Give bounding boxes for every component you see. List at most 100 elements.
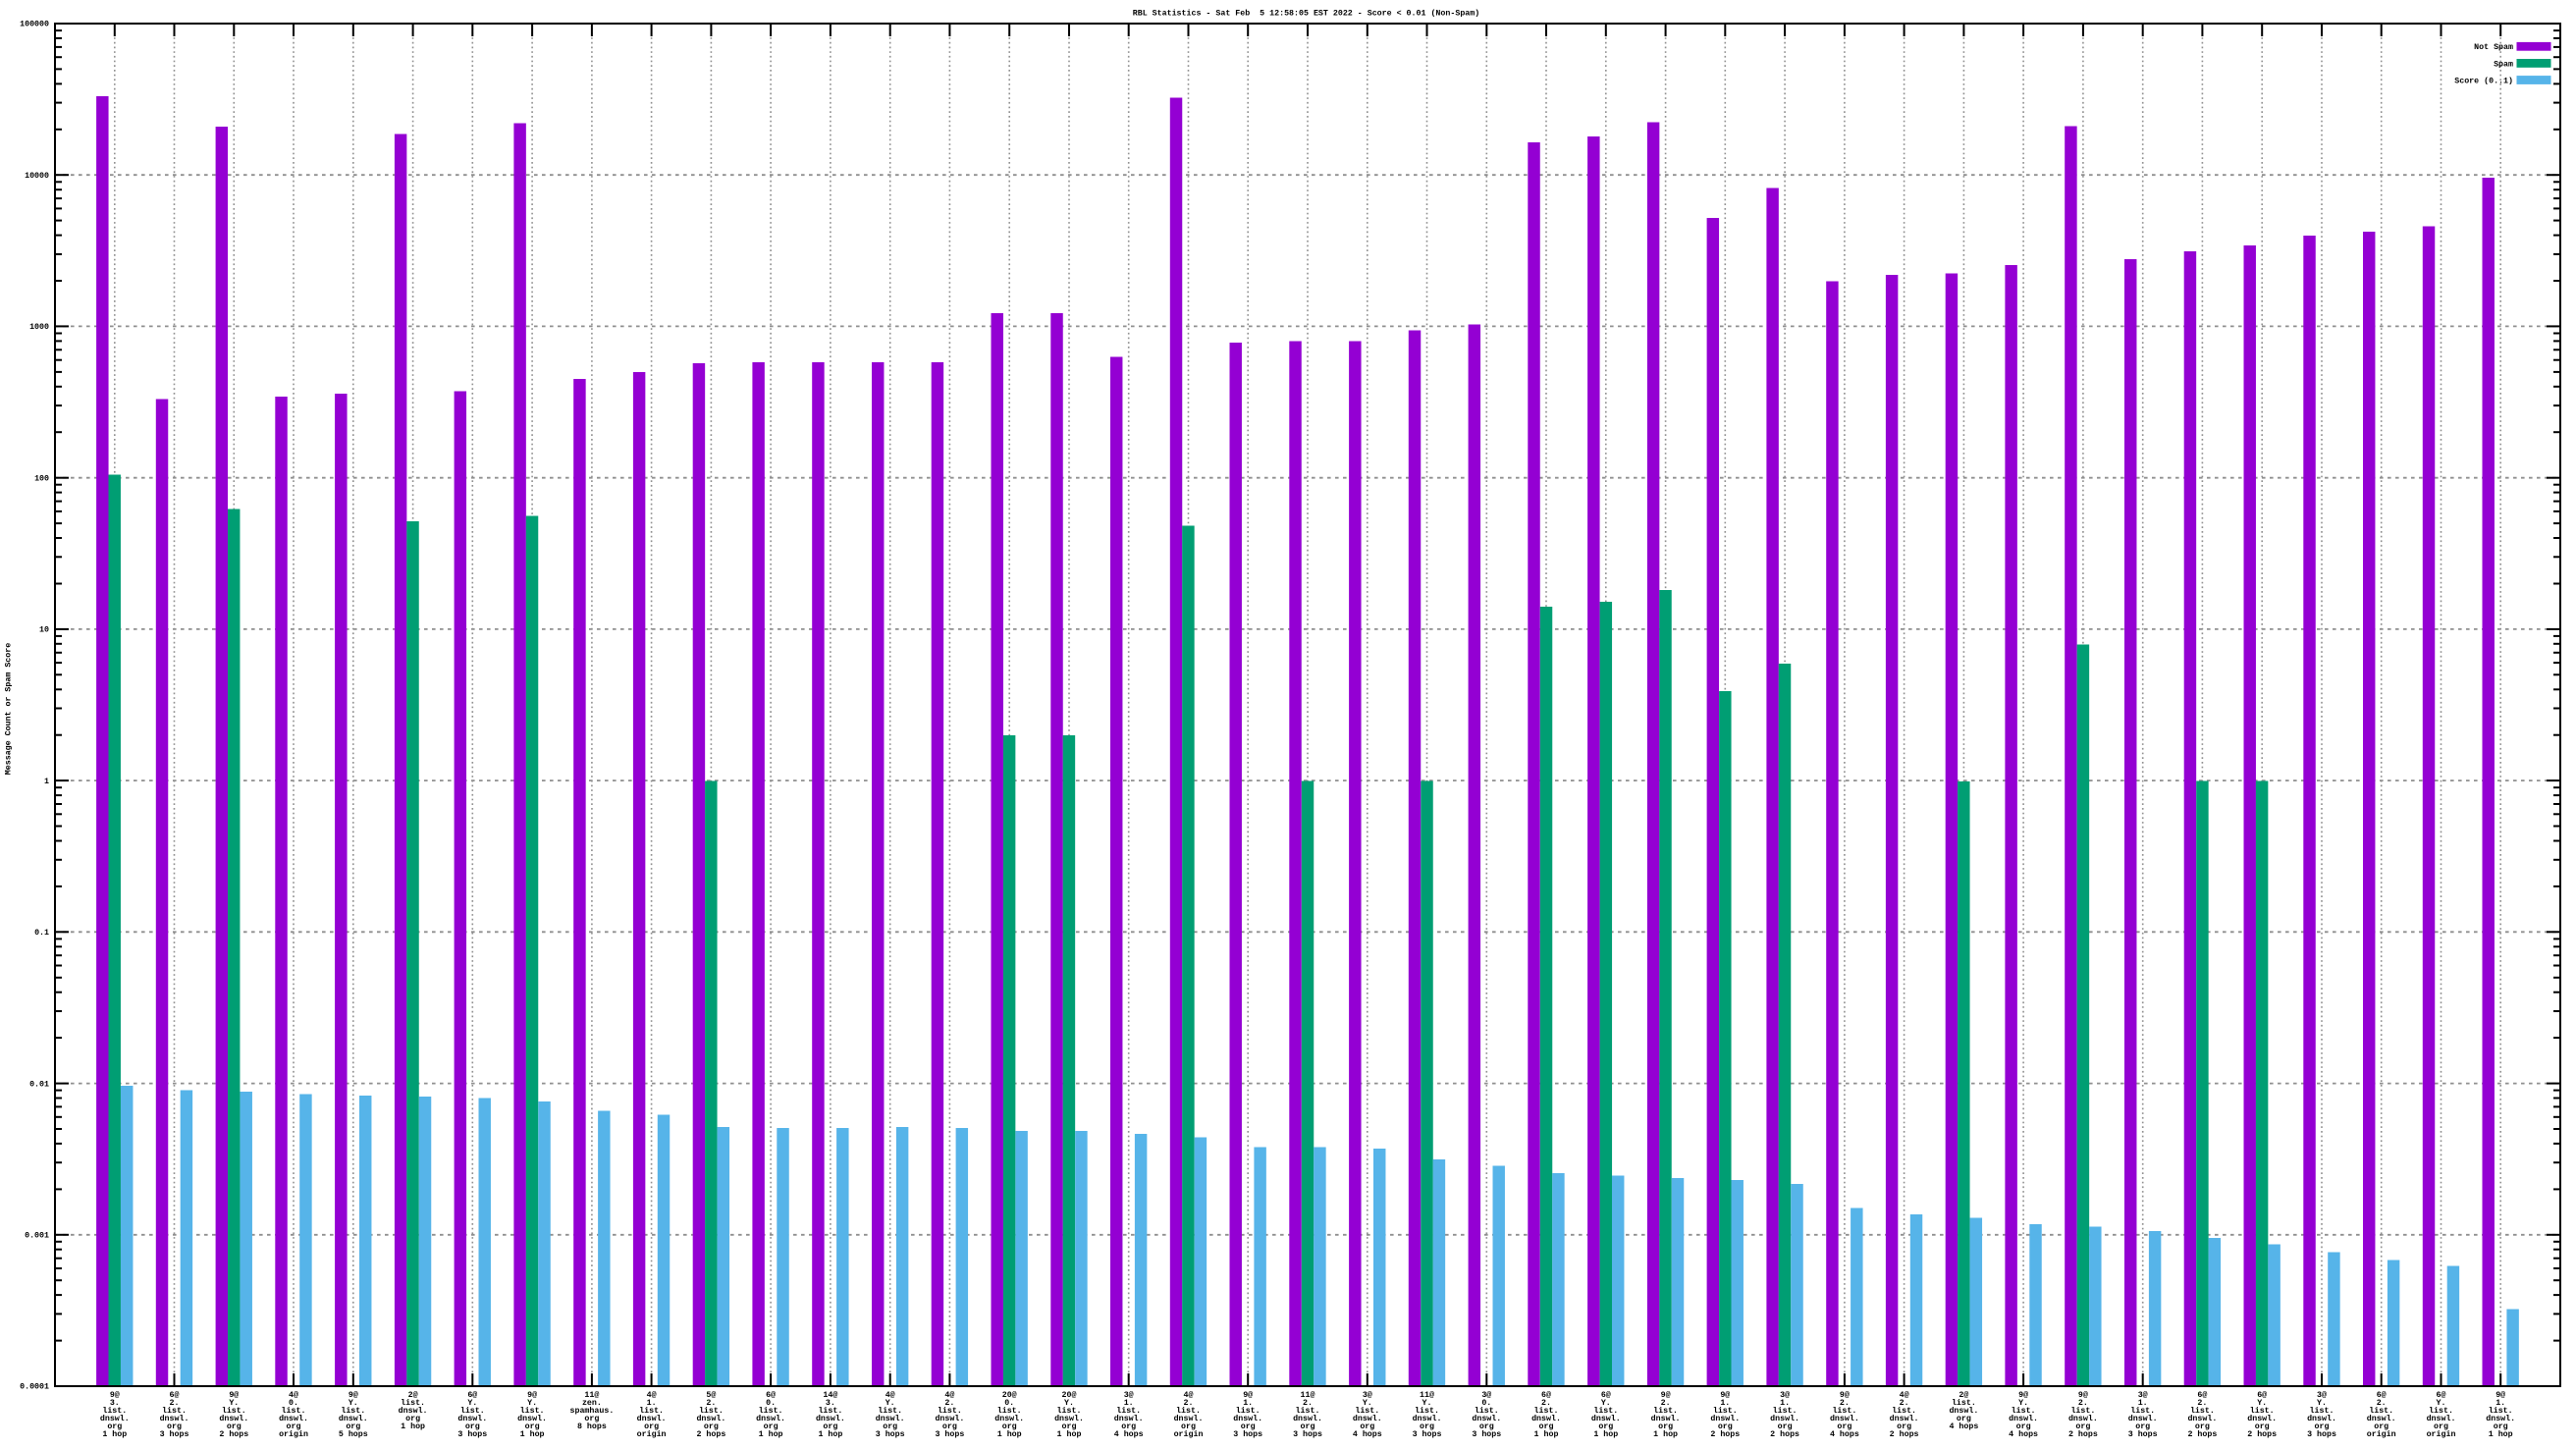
svg-text:list.: list. (699, 1406, 724, 1416)
svg-text:dnswl.: dnswl. (816, 1414, 845, 1423)
svg-text:4 hops: 4 hops (1114, 1429, 1144, 1439)
svg-text:list.: list. (1773, 1406, 1798, 1416)
svg-text:1.: 1. (2496, 1399, 2505, 1408)
svg-text:org: org (883, 1422, 897, 1431)
svg-text:1 hop: 1 hop (1653, 1429, 1678, 1439)
svg-text:org: org (1479, 1422, 1494, 1431)
svg-text:3 hops: 3 hops (876, 1429, 905, 1439)
svg-text:dnswl.: dnswl. (1830, 1414, 1859, 1423)
svg-text:dnswl.: dnswl. (2187, 1414, 2217, 1423)
svg-text:org: org (1062, 1422, 1077, 1431)
svg-text:3@: 3@ (1481, 1390, 1491, 1400)
svg-text:Y.: Y. (229, 1399, 239, 1408)
svg-text:2 hops: 2 hops (2247, 1429, 2277, 1439)
svg-text:dnswl.: dnswl. (1174, 1414, 1204, 1423)
svg-text:dnswl.: dnswl. (279, 1414, 308, 1423)
svg-text:Y.: Y. (2257, 1399, 2267, 1408)
svg-text:3 hops: 3 hops (2128, 1429, 2158, 1439)
svg-text:org: org (1301, 1422, 1315, 1431)
svg-text:0.: 0. (766, 1399, 776, 1408)
svg-text:org: org (2075, 1422, 2090, 1431)
svg-text:14@: 14@ (823, 1390, 837, 1400)
svg-text:dnswl.: dnswl. (1233, 1414, 1262, 1423)
svg-text:2 hops: 2 hops (219, 1429, 248, 1439)
svg-text:2.: 2. (2078, 1399, 2088, 1408)
svg-text:0.0001: 0.0001 (20, 1383, 49, 1392)
svg-text:org: org (2255, 1422, 2270, 1431)
svg-text:list.: list. (1116, 1406, 1141, 1416)
svg-text:3 hops: 3 hops (1472, 1429, 1501, 1439)
svg-text:1.: 1. (647, 1399, 657, 1408)
svg-text:dnswl.: dnswl. (2068, 1414, 2098, 1423)
svg-text:org: org (2315, 1422, 2330, 1431)
svg-text:dnswl.: dnswl. (457, 1414, 487, 1423)
svg-text:list.: list. (2250, 1406, 2275, 1416)
svg-text:list.: list. (102, 1406, 127, 1416)
svg-text:dnswl.: dnswl. (1054, 1414, 1084, 1423)
svg-text:1 hop: 1 hop (818, 1429, 842, 1439)
svg-text:2.: 2. (1900, 1399, 1909, 1408)
svg-text:org: org (823, 1422, 837, 1431)
svg-text:100000: 100000 (20, 21, 49, 29)
svg-text:org: org (764, 1422, 778, 1431)
svg-text:8 hops: 8 hops (577, 1422, 607, 1431)
svg-text:org: org (1181, 1422, 1196, 1431)
svg-text:org: org (1778, 1422, 1793, 1431)
svg-text:dnswl.: dnswl. (2486, 1414, 2515, 1423)
svg-text:list.: list. (1057, 1406, 1082, 1416)
svg-text:list.: list. (2310, 1406, 2334, 1416)
svg-text:2.: 2. (944, 1399, 954, 1408)
svg-text:dnswl.: dnswl. (756, 1414, 785, 1423)
svg-text:org: org (1718, 1422, 1733, 1431)
svg-text:list.: list. (460, 1406, 485, 1416)
svg-text:2 hops: 2 hops (1710, 1429, 1740, 1439)
svg-text:1.: 1. (1243, 1399, 1253, 1408)
svg-text:9@: 9@ (2078, 1390, 2088, 1400)
svg-text:1.: 1. (1720, 1399, 1730, 1408)
svg-text:Y.: Y. (1601, 1399, 1611, 1408)
svg-text:origin: origin (279, 1429, 308, 1439)
svg-text:dnswl.: dnswl. (637, 1414, 667, 1423)
svg-text:dnswl.: dnswl. (1353, 1414, 1382, 1423)
svg-text:list.: list. (1415, 1406, 1439, 1416)
svg-text:org: org (1598, 1422, 1613, 1431)
svg-text:origin: origin (1174, 1429, 1204, 1439)
svg-text:dnswl.: dnswl. (994, 1414, 1024, 1423)
svg-text:list.: list. (1475, 1406, 1499, 1416)
svg-text:1 hop: 1 hop (1534, 1429, 1559, 1439)
svg-text:1.: 1. (2138, 1399, 2148, 1408)
svg-text:list.: list. (1355, 1406, 1379, 1416)
svg-text:dnswl.: dnswl. (2367, 1414, 2396, 1423)
svg-text:list.: list. (1176, 1406, 1201, 1416)
svg-text:dnswl.: dnswl. (1949, 1406, 1978, 1416)
svg-text:org: org (1241, 1422, 1256, 1431)
svg-text:2.: 2. (2377, 1399, 2387, 1408)
svg-text:11@: 11@ (1301, 1390, 1315, 1400)
svg-text:dnswl.: dnswl. (2009, 1414, 2038, 1423)
svg-text:org: org (704, 1422, 719, 1431)
svg-text:list.: list. (997, 1406, 1022, 1416)
svg-text:Score (0..1): Score (0..1) (2454, 76, 2513, 85)
svg-text:6@: 6@ (2197, 1390, 2207, 1400)
svg-text:9@: 9@ (1661, 1390, 1671, 1400)
svg-text:dnswl.: dnswl. (1651, 1414, 1681, 1423)
svg-text:3 hops: 3 hops (1233, 1429, 1262, 1439)
svg-text:dnswl.: dnswl. (1591, 1414, 1621, 1423)
svg-text:4@: 4@ (1900, 1390, 1909, 1400)
svg-text:4 hops: 4 hops (1353, 1429, 1382, 1439)
svg-text:dnswl.: dnswl. (219, 1414, 248, 1423)
svg-text:2.: 2. (1840, 1399, 1850, 1408)
svg-text:dnswl.: dnswl. (2128, 1414, 2158, 1423)
svg-text:0.: 0. (1481, 1399, 1491, 1408)
svg-text:6@: 6@ (1601, 1390, 1611, 1400)
svg-text:2 hops: 2 hops (1890, 1429, 1919, 1439)
svg-text:2 hops: 2 hops (696, 1429, 725, 1439)
svg-text:org: org (1837, 1422, 1852, 1431)
svg-text:1.: 1. (1780, 1399, 1790, 1408)
svg-text:2.: 2. (170, 1399, 180, 1408)
svg-text:list.: list. (2489, 1406, 2513, 1416)
svg-text:3.: 3. (110, 1399, 120, 1408)
svg-text:list.: list. (878, 1406, 902, 1416)
svg-text:3.: 3. (826, 1399, 835, 1408)
svg-text:2.: 2. (706, 1399, 716, 1408)
